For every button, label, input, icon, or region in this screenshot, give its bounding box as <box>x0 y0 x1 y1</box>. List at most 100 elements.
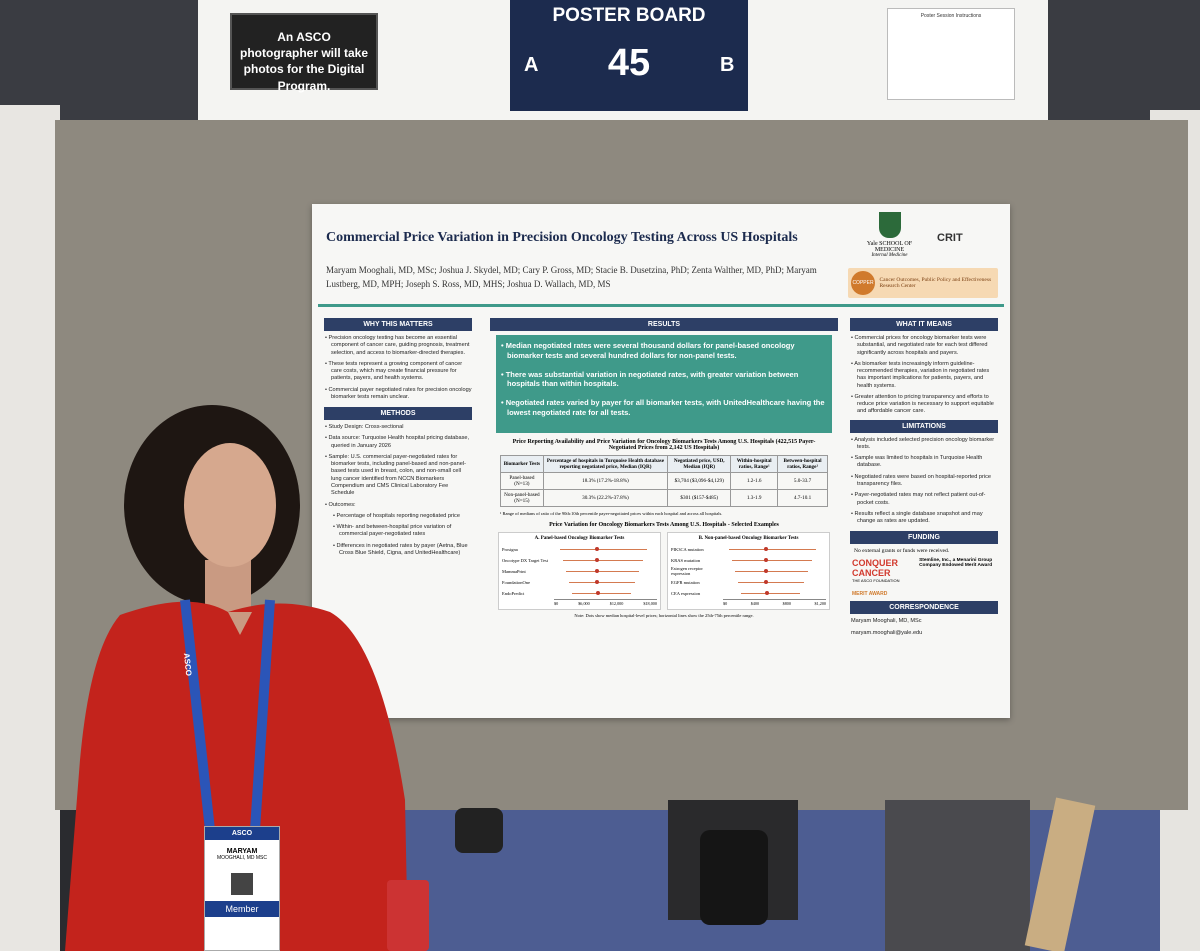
panel-row: CEA expression <box>671 588 826 599</box>
row-range <box>572 591 631 595</box>
correspondence-lines: Maryam Mooghali, MD, MSc maryam.mooghali@… <box>850 618 998 637</box>
yale-logo: Yale SCHOOL OF MEDICINE Internal Medicin… <box>852 212 927 258</box>
axis-label: $1,200 <box>814 600 826 606</box>
why-heading: WHY THIS MATTERS <box>324 318 472 331</box>
table-cell: 4.7-10.1 <box>777 488 828 507</box>
yale-name: Yale SCHOOL OF MEDICINE <box>866 241 913 253</box>
face <box>184 443 276 567</box>
conquer-sub: THE ASCO FOUNDATION <box>852 578 900 584</box>
row-dot <box>763 547 768 551</box>
axis-label: $800 <box>782 600 791 606</box>
merit-award: MERIT AWARD <box>852 591 888 598</box>
row-range <box>560 547 647 551</box>
axis-label: $6,000 <box>578 600 590 606</box>
badge-type: Member <box>205 901 279 917</box>
legs <box>885 800 1030 951</box>
table-cell: 1.3-1.9 <box>730 488 779 507</box>
copper-mark: COPPER <box>851 271 875 295</box>
middle-column: RESULTS Median negotiated rates were sev… <box>490 318 838 712</box>
list-item: Differences in negotiated rates by payer… <box>332 543 472 558</box>
axis-label: $18,000 <box>643 600 657 606</box>
board-number: 45 <box>607 42 651 84</box>
list-item: Percentage of hospitals reporting negoti… <box>332 513 472 520</box>
panel-row: Oncotype DX Target Test <box>502 555 657 566</box>
row-range <box>569 580 635 584</box>
row-dot <box>595 580 600 584</box>
list-item: maryam.mooghali@yale.edu <box>851 629 923 636</box>
list-item: Commercial prices for oncology biomarker… <box>850 335 998 357</box>
bag <box>700 830 768 925</box>
list-item: Data source: Turquoise Health hospital p… <box>324 435 472 450</box>
table-cell: Non-panel-based (N=15) <box>500 488 544 507</box>
left-column: WHY THIS MATTERS Precision oncology test… <box>324 318 472 712</box>
row-range <box>738 580 804 584</box>
badge: ASCO MARYAM MOOGHALI, MD MSC Member <box>204 826 280 951</box>
instructions-sheet: Poster Session Instructions <box>887 8 1015 100</box>
badge-first: MARYAM <box>226 848 258 855</box>
list-item: Within- and between-hospital price varia… <box>332 524 472 539</box>
panel-axis: $0 $6,000 $12,000 $18,000 <box>554 598 657 606</box>
board-sign: POSTER BOARD A 45 B <box>510 0 748 111</box>
neckline <box>228 612 252 635</box>
shoe <box>455 808 503 853</box>
list-item: Commercial payer negotiated rates for pr… <box>324 387 472 402</box>
table-cell: 30.3% (22.2%-37.8%) <box>542 488 669 507</box>
axis-label: $0 <box>554 600 559 606</box>
blouse <box>65 601 408 951</box>
lanyard <box>180 599 275 831</box>
figure-title: Price Variation for Oncology Biomarkers … <box>549 521 779 528</box>
row-label: EndoPredict <box>502 590 525 596</box>
panel-row: PIK3CA mutation <box>671 544 826 555</box>
panel-row: MammaPrint <box>502 566 657 577</box>
panel-axis: $0 $400 $800 $1,200 <box>723 598 826 606</box>
funding-text: No external grants or funds were receive… <box>854 548 950 555</box>
results-heading: RESULTS <box>490 318 838 331</box>
board-left: A <box>524 54 539 76</box>
row-label: Prosigna <box>502 546 518 552</box>
figure-panel: B. Non-panel-based Oncology Biomarker Te… <box>667 531 830 610</box>
row-range <box>563 558 643 562</box>
methods-items: Study Design: Cross-sectional Data source… <box>324 424 472 509</box>
row-label: EGFR mutation <box>671 579 700 585</box>
row-range <box>735 569 808 573</box>
figure-panel: A. Panel-based Oncology Biomarker Tests P… <box>498 531 661 610</box>
yale-shield <box>878 212 901 238</box>
table-row: Panel-based (N=13) 18.3% (17.2%-18.8%) $3,… <box>500 471 828 490</box>
row-dot <box>595 591 600 595</box>
poster-authors: Maryam Mooghali, MD, MSc; Joshua J. Skyd… <box>326 265 817 289</box>
table-row: Non-panel-based (N=15) 30.3% (22.2%-37.8%… <box>500 488 828 507</box>
row-dot <box>594 547 599 551</box>
row-dot <box>764 591 769 595</box>
table-footnote: ¹ Range of medians of ratio of the 90th:… <box>500 510 723 516</box>
poster: Commercial Price Variation in Precision … <box>312 204 1010 718</box>
award-text: Stemline, Inc., a Menarini Group Company… <box>919 558 993 569</box>
copper-logo: COPPER Cancer Outcomes, Public Policy an… <box>848 268 998 298</box>
panel-row: KRAS mutation <box>671 555 826 566</box>
table-cell: $301 ($157-$485) <box>667 488 732 507</box>
row-label: MammaPrint <box>502 568 526 574</box>
funding-heading: FUNDING <box>850 531 998 545</box>
panel-row: FoundationOne <box>502 577 657 588</box>
results-table: Biomarker Tests Percentage of hospitals i… <box>500 454 828 507</box>
conquer-name: CONQUER CANCER <box>852 558 899 579</box>
list-item: Negotiated rates were based on hospital-… <box>850 474 998 489</box>
methods-heading: METHODS <box>324 407 472 421</box>
row-label: Oncotype DX Target Test <box>502 557 548 563</box>
row-label: CEA expression <box>671 590 701 596</box>
row-dot <box>595 558 599 562</box>
panel-row: Estrogen receptor expression <box>671 566 826 577</box>
list-item: Negotiated rates varied by payer for all… <box>500 398 828 418</box>
badge-org: ASCO <box>205 827 279 840</box>
axis-label: $400 <box>750 600 760 606</box>
results-bullets: Median negotiated rates were several tho… <box>500 341 828 418</box>
list-item: Study Design: Cross-sectional <box>324 424 472 431</box>
bottle <box>387 880 429 951</box>
results-box: Median negotiated rates were several tho… <box>496 335 832 433</box>
correspondence-heading: CORRESPONDENCE <box>850 601 998 615</box>
conquer-mark: CONQUER CANCER THE ASCO FOUNDATION MERIT… <box>852 558 915 597</box>
list-item: These tests represent a growing componen… <box>324 361 472 383</box>
row-range <box>566 569 639 573</box>
list-item: Outcomes: <box>324 502 472 509</box>
why-bullets: Precision oncology testing has become an… <box>324 335 472 401</box>
